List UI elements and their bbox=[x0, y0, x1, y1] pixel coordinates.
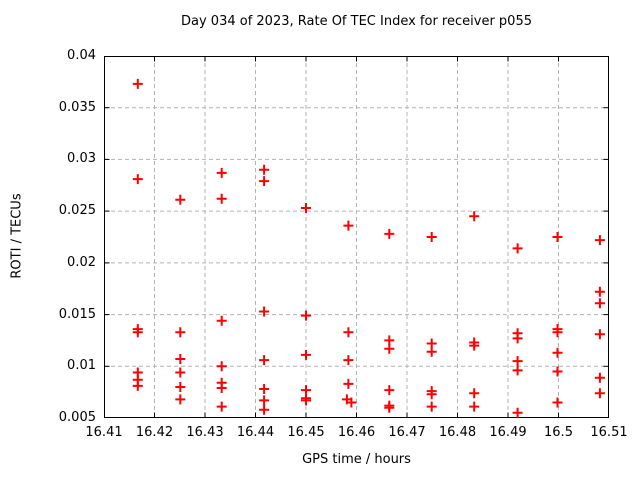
data-point-plus bbox=[384, 385, 395, 396]
data-point-plus bbox=[216, 167, 227, 178]
data-point-plus bbox=[469, 388, 480, 399]
data-point-plus bbox=[426, 346, 437, 357]
data-point-plus bbox=[594, 235, 605, 246]
data-point-plus bbox=[175, 327, 186, 338]
data-point-plus bbox=[301, 349, 311, 360]
plot-area bbox=[104, 56, 609, 418]
data-point-plus bbox=[259, 395, 270, 406]
data-point-plus bbox=[175, 382, 186, 392]
y-tick-label: 0.025 bbox=[58, 203, 96, 219]
x-tick-label: 16.41 bbox=[85, 425, 123, 440]
x-tick-label: 16.45 bbox=[287, 425, 325, 440]
data-point-plus bbox=[384, 343, 395, 354]
data-point-plus bbox=[301, 203, 311, 213]
y-tick-label: 0.035 bbox=[58, 99, 96, 115]
data-point-plus bbox=[552, 397, 563, 408]
x-tick-label: 16.49 bbox=[489, 425, 527, 440]
x-tick-label: 16.5 bbox=[544, 425, 573, 440]
data-point-plus bbox=[552, 327, 563, 338]
x-tick-label: 16.47 bbox=[388, 425, 426, 440]
data-point-plus bbox=[259, 164, 270, 175]
data-point-plus bbox=[594, 329, 605, 340]
data-point-plus bbox=[132, 327, 143, 338]
data-point-plus bbox=[259, 306, 270, 317]
data-point-plus bbox=[512, 365, 523, 376]
y-tick-label: 0.015 bbox=[58, 306, 96, 322]
y-axis-label: ROTI / TECUs bbox=[9, 193, 25, 279]
y-tick-label: 0.005 bbox=[58, 410, 96, 425]
x-tick-label: 16.42 bbox=[135, 425, 174, 440]
data-point-plus bbox=[216, 401, 227, 412]
data-point-plus bbox=[426, 389, 437, 400]
y-tick-label: 0.03 bbox=[67, 151, 96, 167]
data-point-plus bbox=[216, 361, 227, 372]
data-point-plus bbox=[343, 220, 354, 231]
data-point-plus bbox=[384, 228, 395, 239]
data-point-plus bbox=[132, 78, 143, 89]
data-point-plus bbox=[175, 367, 186, 378]
data-point-plus bbox=[259, 384, 270, 394]
x-tick-label: 16.48 bbox=[438, 425, 477, 440]
y-tick-label: 0.02 bbox=[67, 254, 96, 270]
data-point-plus bbox=[175, 194, 186, 205]
data-point-plus bbox=[301, 310, 311, 321]
data-point-plus bbox=[594, 372, 605, 383]
data-point-plus bbox=[216, 383, 227, 393]
x-tick-label: 16.43 bbox=[186, 425, 224, 440]
y-tick-label: 0.04 bbox=[67, 48, 96, 63]
data-point-plus bbox=[259, 404, 270, 415]
data-point-plus bbox=[512, 356, 523, 367]
data-point-plus bbox=[512, 333, 523, 344]
x-axis-label: GPS time / hours bbox=[302, 452, 411, 467]
data-point-plus bbox=[469, 211, 480, 222]
data-point-plus bbox=[259, 355, 270, 366]
data-point-plus bbox=[175, 394, 186, 405]
data-point-plus bbox=[512, 407, 523, 418]
data-point-plus bbox=[552, 232, 563, 242]
data-point-plus bbox=[343, 327, 354, 338]
data-point-plus bbox=[594, 286, 605, 297]
chart-title: Day 034 of 2023, Rate Of TEC Index for r… bbox=[181, 14, 532, 29]
data-point-plus bbox=[343, 355, 354, 366]
data-point-plus bbox=[259, 176, 270, 187]
x-tick-label: 16.44 bbox=[236, 425, 275, 440]
x-tick-label: 16.46 bbox=[337, 425, 376, 440]
data-point-plus bbox=[426, 232, 437, 242]
data-point-plus bbox=[216, 315, 227, 326]
data-point-plus bbox=[175, 354, 186, 364]
data-point-plus bbox=[384, 402, 395, 413]
data-point-plus bbox=[594, 388, 605, 399]
data-point-plus bbox=[469, 401, 480, 412]
data-point-plus bbox=[594, 298, 605, 309]
data-point-plus bbox=[132, 174, 143, 185]
data-point-plus bbox=[346, 397, 357, 408]
data-point-plus bbox=[469, 340, 480, 351]
data-point-plus bbox=[426, 401, 437, 412]
y-tick-label: 0.01 bbox=[67, 358, 96, 374]
data-point-plus bbox=[552, 347, 563, 358]
data-point-plus bbox=[552, 366, 563, 377]
data-point-plus bbox=[132, 380, 143, 391]
data-point-plus bbox=[216, 193, 227, 204]
data-point-plus bbox=[301, 395, 311, 406]
data-point-plus bbox=[512, 243, 523, 254]
x-tick-label: 16.51 bbox=[590, 425, 628, 440]
data-point-plus bbox=[343, 378, 354, 389]
